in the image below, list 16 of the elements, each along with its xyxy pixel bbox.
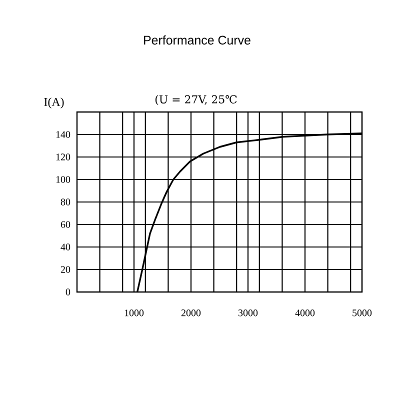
y-tick-label: 100 [56, 176, 70, 183]
y-tick-label: 0 [66, 288, 70, 296]
x-tick-label: 4000 [295, 310, 315, 316]
y-tick-label: 120 [56, 154, 70, 160]
x-tick-label: 1000 [124, 310, 144, 316]
text: (U = 27V, 25℃ [155, 94, 237, 106]
x-tick-label: 3000 [238, 310, 258, 316]
x-tick-label: 5000 [352, 310, 372, 316]
y-axis-title: I(A) [44, 98, 64, 108]
y-tick-label: 40 [60, 244, 70, 250]
x-tick-label: 2000 [181, 310, 201, 316]
y-tick-label: 80 [60, 198, 70, 206]
chart-title: Performance Curve [144, 35, 250, 45]
y-tick-label: 20 [60, 266, 70, 273]
y-tick-label: 60 [60, 221, 70, 228]
y-tick-label: 140 [56, 131, 70, 138]
